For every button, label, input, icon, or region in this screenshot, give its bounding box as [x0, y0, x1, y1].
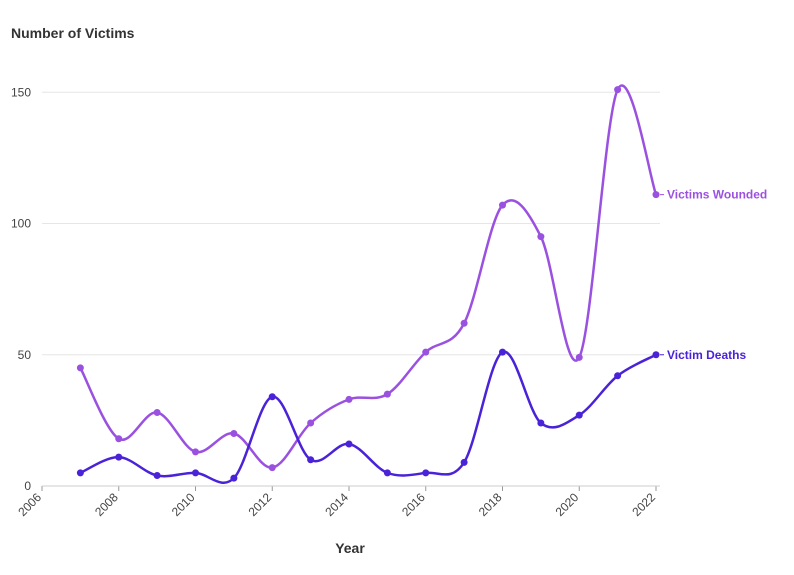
x-tick-label: 2018	[476, 490, 505, 519]
data-point	[460, 458, 468, 466]
data-point	[307, 456, 315, 464]
series-line-victims-wounded	[79, 84, 658, 469]
series-victims-wounded: Victims Wounded	[76, 84, 767, 472]
series-line-victim-deaths	[79, 350, 657, 484]
data-point	[345, 395, 353, 403]
data-point	[499, 201, 506, 209]
data-point	[537, 419, 545, 427]
series-label-victim-deaths: Victim Deaths	[667, 348, 746, 362]
data-point	[345, 440, 353, 448]
data-point	[268, 464, 276, 472]
x-tick-label: 2006	[15, 490, 44, 519]
series-victim-deaths: Victim Deaths	[76, 348, 746, 484]
x-tick-label: 2022	[629, 490, 658, 519]
data-point	[115, 435, 123, 443]
x-tick-label: 2014	[322, 490, 351, 519]
y-tick-label: 50	[18, 348, 32, 362]
data-point	[76, 364, 84, 372]
x-tick-label: 2008	[92, 490, 121, 519]
x-axis-title: Year	[335, 540, 365, 556]
data-point	[537, 233, 545, 241]
data-point	[422, 469, 430, 477]
data-point	[76, 469, 84, 477]
data-point	[230, 474, 238, 482]
data-point	[153, 409, 161, 416]
data-point	[383, 469, 391, 477]
data-point	[499, 348, 506, 356]
data-point	[192, 469, 199, 477]
y-tick-label: 150	[11, 85, 31, 99]
data-point	[268, 393, 276, 401]
data-point	[614, 86, 622, 94]
data-point	[153, 472, 161, 479]
data-point	[652, 191, 660, 199]
y-tick-label: 0	[24, 479, 31, 493]
x-tick-label: 2012	[246, 490, 275, 519]
data-point	[575, 353, 583, 361]
data-point	[383, 390, 391, 398]
x-tick-label: 2016	[399, 490, 428, 519]
data-point	[192, 448, 199, 456]
x-tick-label: 2010	[169, 490, 198, 519]
y-axis-ticks: 0 50 100 150	[11, 85, 31, 493]
x-tick-label: 2020	[553, 490, 582, 519]
data-point	[614, 372, 622, 380]
data-point	[307, 419, 315, 427]
y-axis-title: Number of Victims	[11, 25, 135, 41]
data-point	[652, 351, 660, 359]
data-point	[460, 319, 468, 327]
series-group: Victims Wounded Victim Deaths	[76, 84, 767, 484]
data-point	[230, 430, 238, 437]
data-point	[115, 453, 123, 461]
data-point	[422, 348, 430, 356]
data-point	[575, 411, 583, 419]
y-tick-label: 100	[11, 217, 31, 231]
x-axis-ticks: 2006 2008 2010 2012 2014 2016 2018 2020 2022	[15, 486, 658, 519]
gridlines	[42, 91, 660, 356]
series-label-victims-wounded: Victims Wounded	[667, 188, 767, 202]
